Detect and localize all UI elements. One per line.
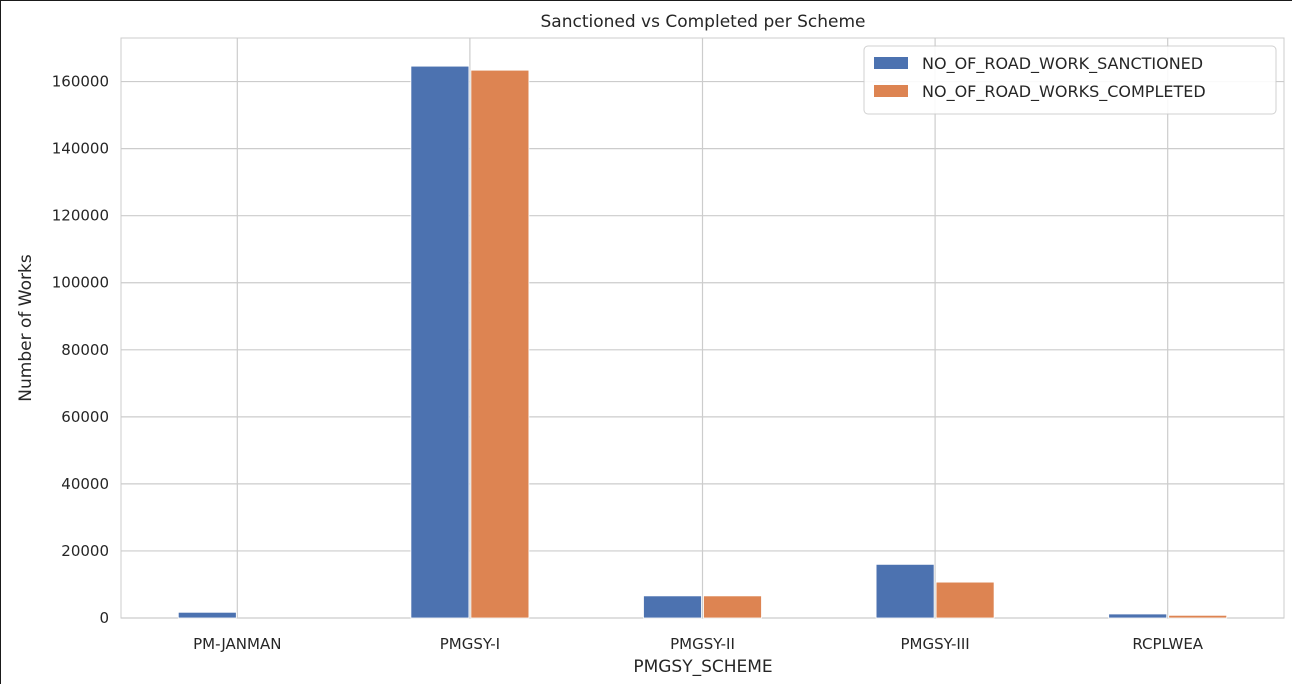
y-tick-label: 120000 — [52, 207, 109, 225]
bars — [177, 65, 1228, 619]
y-tick-label: 40000 — [61, 475, 109, 493]
y-tick-label: 100000 — [52, 274, 109, 292]
x-axis: PM-JANMAN PMGSY-I PMGSY-II PMGSY-III RCPLWEA — [193, 635, 1204, 653]
x-tick-label: PMGSY-III — [900, 635, 969, 653]
bar-completed-pmgsy-i — [470, 69, 530, 619]
legend-swatch-completed — [874, 85, 908, 97]
bar-sanctioned-pmgsy-i — [410, 65, 470, 619]
y-tick-label: 160000 — [52, 73, 109, 91]
legend-box — [863, 45, 1277, 115]
grid — [121, 38, 1284, 619]
chart-title: Sanctioned vs Completed per Scheme — [540, 12, 865, 32]
y-tick-label: 80000 — [61, 341, 109, 359]
bar-sanctioned-pm-janman — [177, 611, 237, 619]
x-tick-label: PMGSY-I — [440, 635, 500, 653]
y-axis-label: Number of Works — [16, 254, 36, 402]
x-axis-label: PMGSY_SCHEME — [633, 657, 772, 677]
legend-label-sanctioned: NO_OF_ROAD_WORK_SANCTIONED — [922, 54, 1203, 74]
bar-sanctioned-pmgsy-iii — [875, 563, 935, 619]
y-tick-label: 0 — [99, 609, 109, 627]
bar-sanctioned-pmgsy-ii — [643, 595, 702, 619]
legend-swatch-sanctioned — [874, 57, 908, 69]
bar-completed-pmgsy-iii — [935, 581, 995, 619]
y-tick-label: 60000 — [61, 408, 109, 426]
x-tick-label: PM-JANMAN — [193, 635, 281, 653]
bar-sanctioned-rcplwea — [1108, 613, 1168, 619]
y-tick-label: 20000 — [61, 542, 109, 560]
x-tick-label: PMGSY-II — [670, 635, 735, 653]
bar-completed-rcplwea — [1168, 614, 1228, 619]
legend: NO_OF_ROAD_WORK_SANCTIONED NO_OF_ROAD_WO… — [863, 45, 1277, 115]
y-tick-label: 140000 — [52, 140, 109, 158]
y-axis: 0 20000 40000 60000 80000 100000 120000 140000 1… — [52, 73, 109, 627]
legend-label-completed: NO_OF_ROAD_WORKS_COMPLETED — [922, 82, 1206, 102]
x-tick-label: RCPLWEA — [1132, 635, 1203, 653]
bar-completed-pmgsy-ii — [703, 595, 762, 619]
